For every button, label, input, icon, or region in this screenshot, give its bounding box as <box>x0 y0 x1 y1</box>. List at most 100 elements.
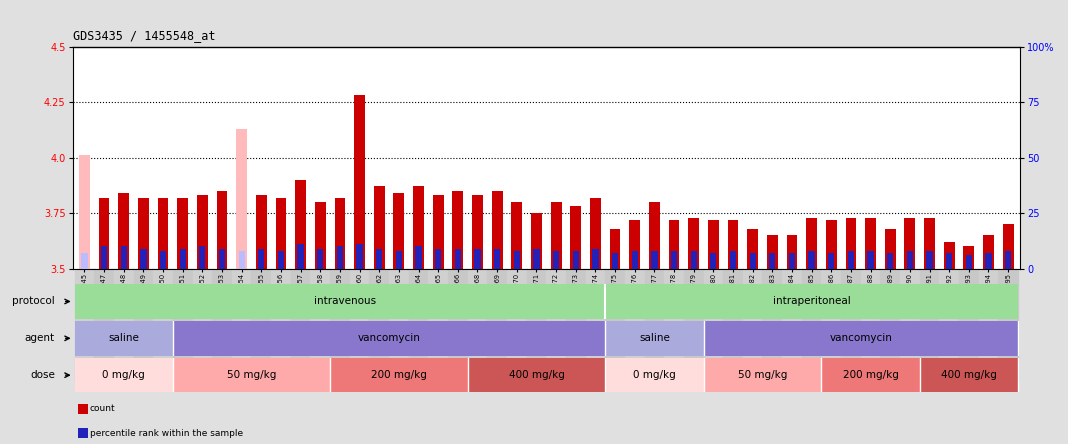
Text: agent: agent <box>25 333 54 343</box>
Text: vancomycin: vancomycin <box>358 333 421 343</box>
Bar <box>924 218 934 269</box>
Bar <box>553 251 560 269</box>
Bar <box>256 195 267 269</box>
Bar <box>645 269 664 380</box>
Bar <box>271 269 290 380</box>
Bar <box>965 255 972 269</box>
Bar <box>435 249 441 269</box>
Bar <box>487 269 507 380</box>
Bar <box>213 269 232 380</box>
Bar <box>808 251 815 269</box>
Bar <box>258 249 265 269</box>
Bar <box>606 321 704 356</box>
Text: 50 mg/kg: 50 mg/kg <box>738 370 787 380</box>
Bar <box>551 202 562 269</box>
Bar <box>100 246 107 269</box>
Bar <box>75 284 606 319</box>
Bar <box>547 269 566 380</box>
Text: 200 mg/kg: 200 mg/kg <box>371 370 427 380</box>
Bar <box>512 202 522 269</box>
Bar <box>494 249 500 269</box>
Bar <box>311 269 330 380</box>
Bar <box>612 253 618 269</box>
Bar <box>566 269 585 380</box>
Bar <box>317 249 324 269</box>
Bar <box>848 251 854 269</box>
Bar <box>474 249 481 269</box>
Bar <box>428 269 447 380</box>
Bar <box>888 253 893 269</box>
Bar <box>531 213 541 269</box>
Bar <box>121 246 127 269</box>
Bar <box>409 269 428 380</box>
Bar <box>610 229 621 269</box>
Text: saline: saline <box>639 333 670 343</box>
Bar <box>192 269 213 380</box>
Bar <box>900 269 920 380</box>
Bar <box>750 253 756 269</box>
Bar <box>468 269 487 380</box>
Text: 400 mg/kg: 400 mg/kg <box>941 370 996 380</box>
Bar <box>884 229 896 269</box>
Bar <box>413 186 424 269</box>
Bar <box>330 269 349 380</box>
Bar <box>114 269 134 380</box>
Bar <box>153 269 173 380</box>
Bar <box>748 229 758 269</box>
Bar <box>821 358 920 392</box>
Bar <box>978 269 999 380</box>
Bar <box>160 251 167 269</box>
Bar <box>629 220 640 269</box>
Bar <box>920 358 1018 392</box>
Bar <box>219 249 225 269</box>
Bar <box>173 321 606 356</box>
Bar <box>370 269 389 380</box>
Text: intraperitoneal: intraperitoneal <box>773 297 850 306</box>
Bar <box>298 244 303 269</box>
Text: percentile rank within the sample: percentile rank within the sample <box>90 429 242 438</box>
Bar <box>782 269 802 380</box>
Bar <box>729 251 736 269</box>
Bar <box>232 269 251 380</box>
Bar <box>393 193 405 269</box>
Bar <box>75 269 94 380</box>
Bar <box>651 251 658 269</box>
Bar <box>704 269 723 380</box>
Bar <box>940 269 959 380</box>
Bar <box>905 218 915 269</box>
Text: 400 mg/kg: 400 mg/kg <box>508 370 564 380</box>
Bar <box>276 198 286 269</box>
Bar <box>376 249 382 269</box>
Bar <box>278 251 284 269</box>
Text: saline: saline <box>108 333 139 343</box>
Bar <box>197 195 208 269</box>
Bar <box>649 202 660 269</box>
Bar <box>251 269 271 380</box>
Bar <box>606 284 1018 319</box>
Bar <box>688 218 700 269</box>
Bar <box>349 269 370 380</box>
Bar <box>1003 224 1014 269</box>
Bar <box>433 195 443 269</box>
Bar <box>606 358 704 392</box>
Text: intravenous: intravenous <box>314 297 376 306</box>
Bar <box>710 253 717 269</box>
Bar <box>330 358 468 392</box>
Bar <box>631 251 638 269</box>
Bar <box>907 251 913 269</box>
Bar <box>119 193 129 269</box>
Text: 50 mg/kg: 50 mg/kg <box>226 370 277 380</box>
Bar <box>177 198 188 269</box>
Bar <box>669 220 679 269</box>
Bar <box>217 191 227 269</box>
Bar <box>134 269 153 380</box>
Bar <box>727 220 738 269</box>
Bar <box>606 269 625 380</box>
Bar <box>865 218 876 269</box>
Bar <box>533 249 539 269</box>
Bar <box>880 269 900 380</box>
Bar <box>453 191 464 269</box>
Bar <box>664 269 684 380</box>
Bar <box>173 358 330 392</box>
Bar <box>842 269 861 380</box>
